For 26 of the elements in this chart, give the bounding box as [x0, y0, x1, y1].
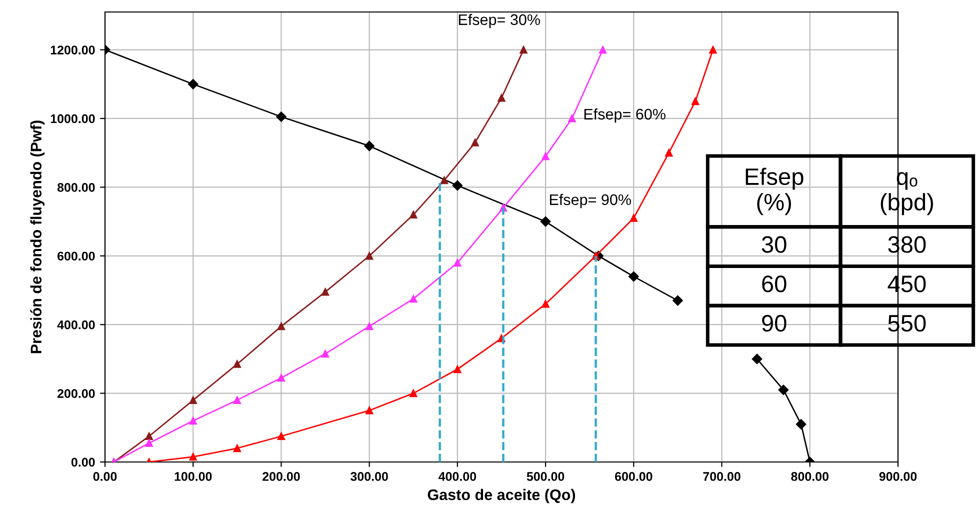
y-tick-label: 600.00 — [58, 252, 95, 261]
annotation: Efsep (%) — [746, 168, 804, 216]
x-tick-label: 800.00 — [791, 472, 828, 481]
annotation: Efsep= 30% — [458, 14, 540, 28]
x-tick-label: 700.00 — [703, 472, 740, 481]
x-tick-label: 900.00 — [879, 472, 917, 481]
annotation: 60 — [762, 276, 786, 292]
x-tick-label: 400.00 — [438, 472, 476, 481]
y-axis-title: Presión de fondo fluyendo (Pwf) — [30, 120, 45, 354]
x-tick-label: 500.00 — [526, 472, 564, 481]
annotation: Efsep= 90% — [550, 194, 632, 208]
x-tick-label: 100.00 — [174, 472, 212, 481]
y-tick-label: 400.00 — [57, 320, 95, 330]
x-tick-label: 600.00 — [615, 472, 652, 481]
y-tick-label: 800.00 — [57, 182, 95, 192]
annotation: 90 — [762, 314, 786, 332]
y-tick-label: 0.00 — [71, 458, 95, 467]
annotation: Efsep= 60% — [584, 108, 666, 123]
x-axis-title: Gasto de aceite (Qo) — [428, 488, 576, 504]
x-tick-label: 200.00 — [262, 472, 300, 481]
x-tick-label: 300.00 — [350, 472, 388, 481]
x-tick-label: 0.00 — [93, 472, 117, 481]
annotation: 30 — [762, 236, 786, 253]
y-tick-label: 200.00 — [57, 389, 95, 398]
y-tick-label: 1200.00 — [50, 46, 95, 54]
y-tick-label: 1000.00 — [50, 114, 95, 124]
